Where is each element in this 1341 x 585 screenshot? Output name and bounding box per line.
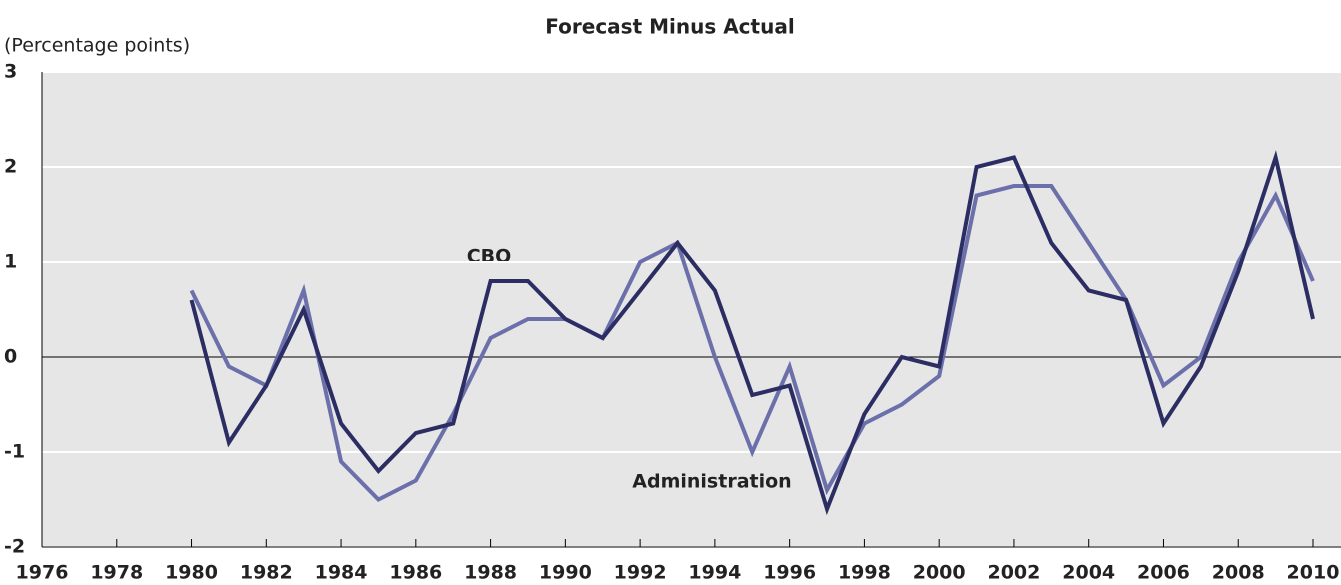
y-tick-label: -2 [4,536,25,558]
series-line [189,150,1315,516]
x-tick-label: 2006 [1137,562,1190,584]
x-tick-label: 1978 [90,562,143,584]
x-tick-label: 1992 [614,562,667,584]
x-tick-label: 1994 [688,562,741,584]
x-tick-label: 1990 [539,562,592,584]
chart-title: Forecast Minus Actual [545,15,794,39]
x-tick-label: 2010 [1287,562,1340,584]
x-tick-label: 2000 [913,562,966,584]
series-label: Administration [632,471,791,493]
x-tick-label: 2008 [1212,562,1265,584]
plot-background [42,72,1341,547]
x-tick-label: 1998 [838,562,891,584]
series-label: CBO [467,246,512,268]
x-tick-label: 1996 [763,562,816,584]
x-tick-label: 1982 [240,562,293,584]
y-tick-label: -1 [4,441,25,463]
x-tick-label: 1984 [315,562,368,584]
y-tick-label: 3 [4,61,17,83]
y-tick-label: 0 [4,346,17,368]
x-tick-label: 1976 [16,562,69,584]
x-tick-label: 1980 [165,562,218,584]
x-tick-label: 2002 [987,562,1040,584]
x-tick-label: 1986 [389,562,442,584]
y-tick-label: 2 [4,156,17,178]
y-tick-label: 1 [4,251,17,273]
x-tick-label: 1988 [464,562,517,584]
y-axis-label: (Percentage points) [4,35,190,57]
x-tick-label: 2004 [1062,562,1115,584]
